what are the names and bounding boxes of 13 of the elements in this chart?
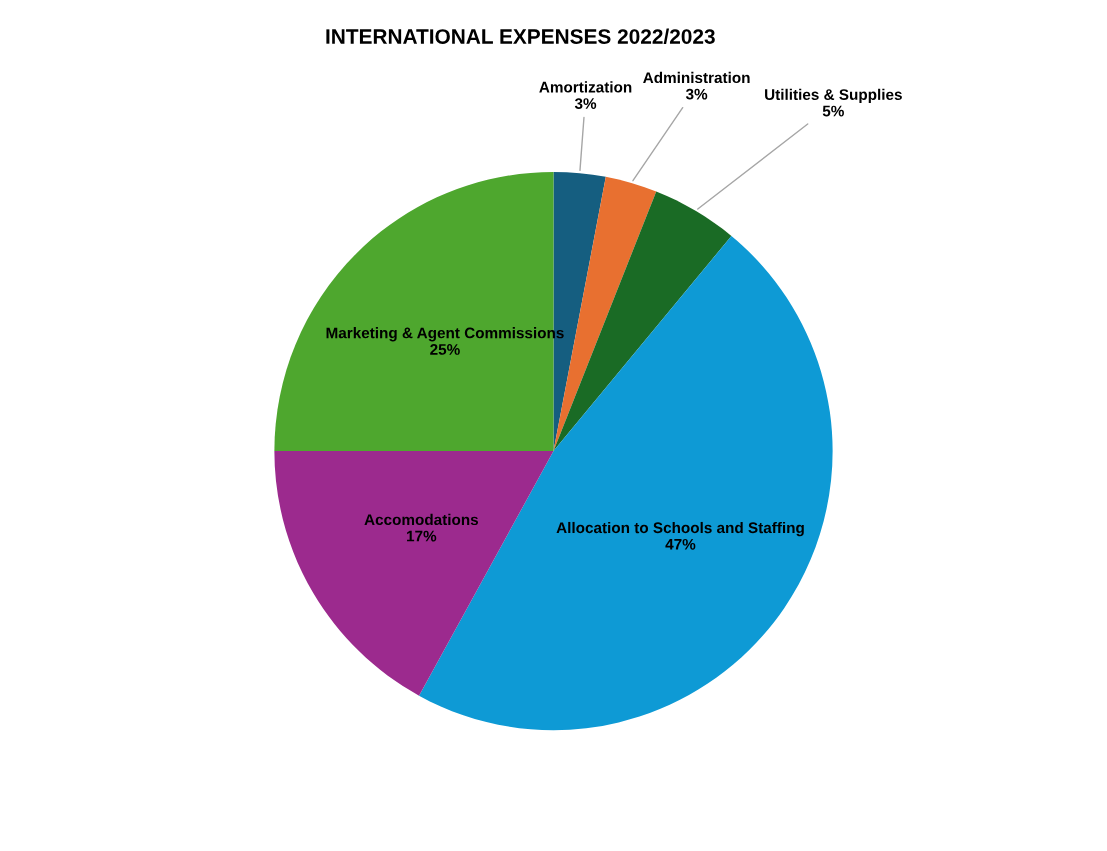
chart-title: INTERNATIONAL EXPENSES 2022/2023 — [326, 28, 715, 45]
slice-label: Amortization — [539, 81, 632, 93]
slice-label: Administration — [643, 71, 750, 84]
data-label: 17% — [407, 530, 437, 542]
slice-label: Marketing & Agent Commissions — [326, 327, 564, 342]
slice-label: Utilities & Supplies — [765, 88, 902, 104]
slice-label: Allocation to Schools and Staffing — [556, 521, 804, 537]
data-label: 5% — [822, 105, 844, 117]
data-label: 3% — [574, 98, 597, 110]
data-label: 3% — [685, 88, 708, 100]
data-label: 25% — [430, 344, 460, 355]
slice-label: Accomodations — [364, 513, 479, 526]
data-label: 47% — [665, 538, 696, 550]
